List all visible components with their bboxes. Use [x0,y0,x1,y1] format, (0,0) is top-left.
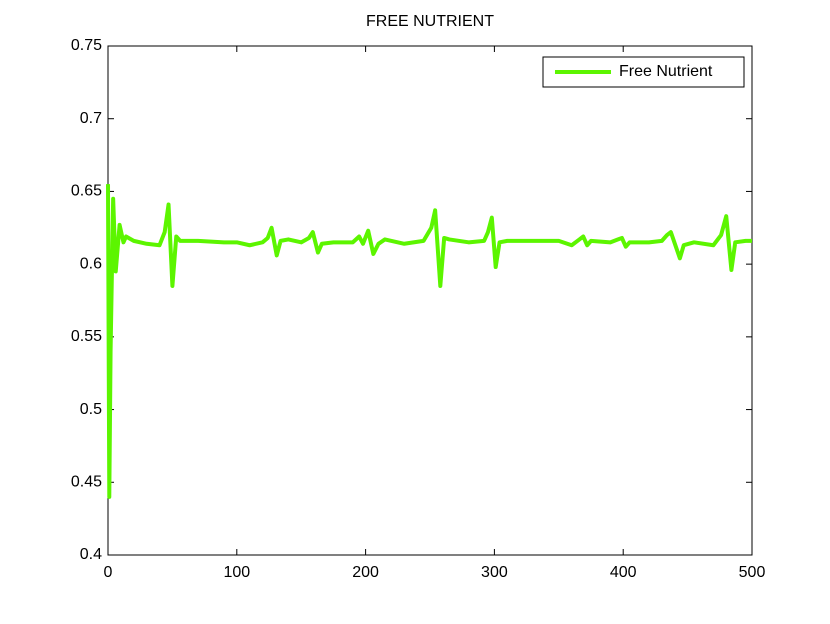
y-tick-label: 0.75 [71,37,102,54]
y-tick-label: 0.65 [71,183,102,200]
chart-title: FREE NUTRIENT [366,13,494,30]
y-tick-label: 0.6 [80,255,102,272]
x-tick-label: 200 [352,564,379,581]
legend-label: Free Nutrient [619,63,713,80]
x-tick-label: 500 [739,564,766,581]
y-tick-label: 0.45 [71,474,102,491]
x-tick-label: 100 [223,564,250,581]
y-tick-label: 0.5 [80,401,102,418]
y-tick-label: 0.4 [80,546,102,563]
x-tick-label: 300 [481,564,508,581]
series-line [106,184,752,499]
y-tick-label: 0.7 [80,110,102,127]
y-tick-label: 0.55 [71,328,102,345]
x-tick-label: 0 [104,564,113,581]
x-tick-label: 400 [610,564,637,581]
